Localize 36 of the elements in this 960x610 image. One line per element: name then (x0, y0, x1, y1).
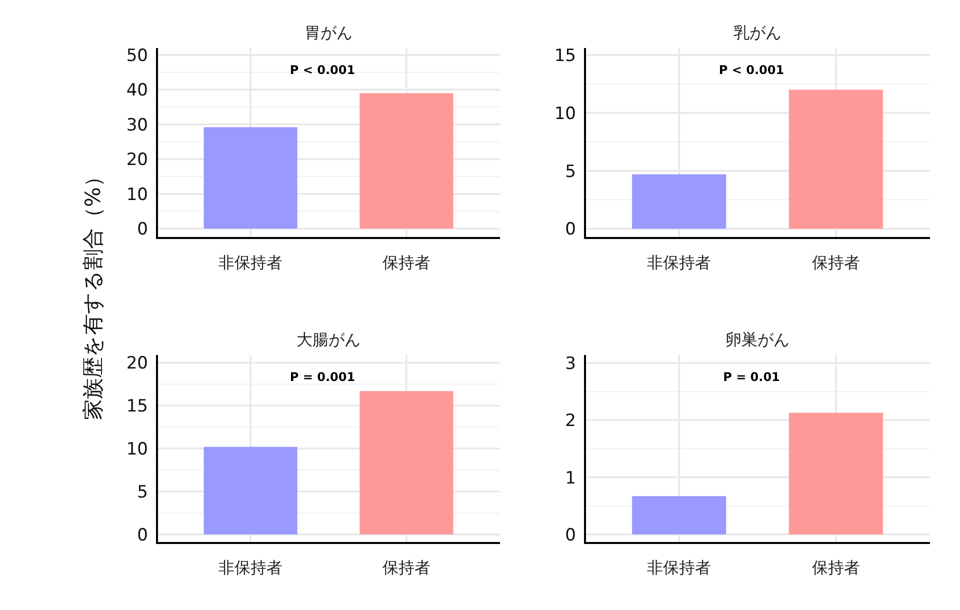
y-tick-label: 5 (565, 162, 576, 182)
y-tick-label: 20 (126, 150, 148, 170)
y-tick-label: 20 (126, 354, 148, 374)
x-tick-label: 非保持者 (647, 253, 712, 272)
y-tick-label: 40 (126, 80, 148, 101)
y-tick-label: 10 (126, 184, 148, 205)
y-tick-label: 0 (565, 525, 576, 546)
y-tick-label: 0 (137, 525, 148, 546)
annotation: P = 0.01 (723, 370, 780, 384)
y-tick-label: 3 (565, 354, 576, 374)
annotation: P < 0.001 (718, 63, 784, 77)
x-tick-label: 非保持者 (218, 253, 283, 272)
chart-title: 胃がん (304, 23, 352, 42)
annotation: P < 0.001 (290, 63, 356, 77)
y-tick-label: 10 (554, 104, 576, 124)
y-tick-label: 0 (137, 220, 148, 240)
y-tick-label: 2 (565, 411, 576, 432)
y-tick-label: 30 (126, 115, 148, 136)
x-tick-label: 保持者 (382, 558, 430, 577)
x-tick-label: 保持者 (382, 253, 430, 272)
annotation: P = 0.001 (290, 370, 356, 384)
x-tick-label: 保持者 (812, 558, 860, 577)
y-tick-label: 50 (126, 46, 148, 66)
y-tick-label: 15 (554, 46, 576, 66)
x-tick-label: 非保持者 (647, 558, 712, 577)
y-tick-label: 15 (126, 396, 148, 417)
y-tick-label: 0 (565, 220, 576, 240)
y-tick-label: 10 (126, 440, 148, 460)
y-axis-title: 家族歴を有する割合（%） (81, 166, 105, 420)
chart-title: 大腸がん (296, 330, 360, 349)
y-tick-label: 5 (137, 482, 148, 502)
y-tick-label: 1 (565, 468, 576, 488)
x-tick-label: 非保持者 (218, 558, 283, 577)
chart-title: 卵巣がん (726, 330, 790, 349)
x-tick-label: 保持者 (812, 253, 860, 272)
chart-title: 乳がん (734, 23, 782, 42)
